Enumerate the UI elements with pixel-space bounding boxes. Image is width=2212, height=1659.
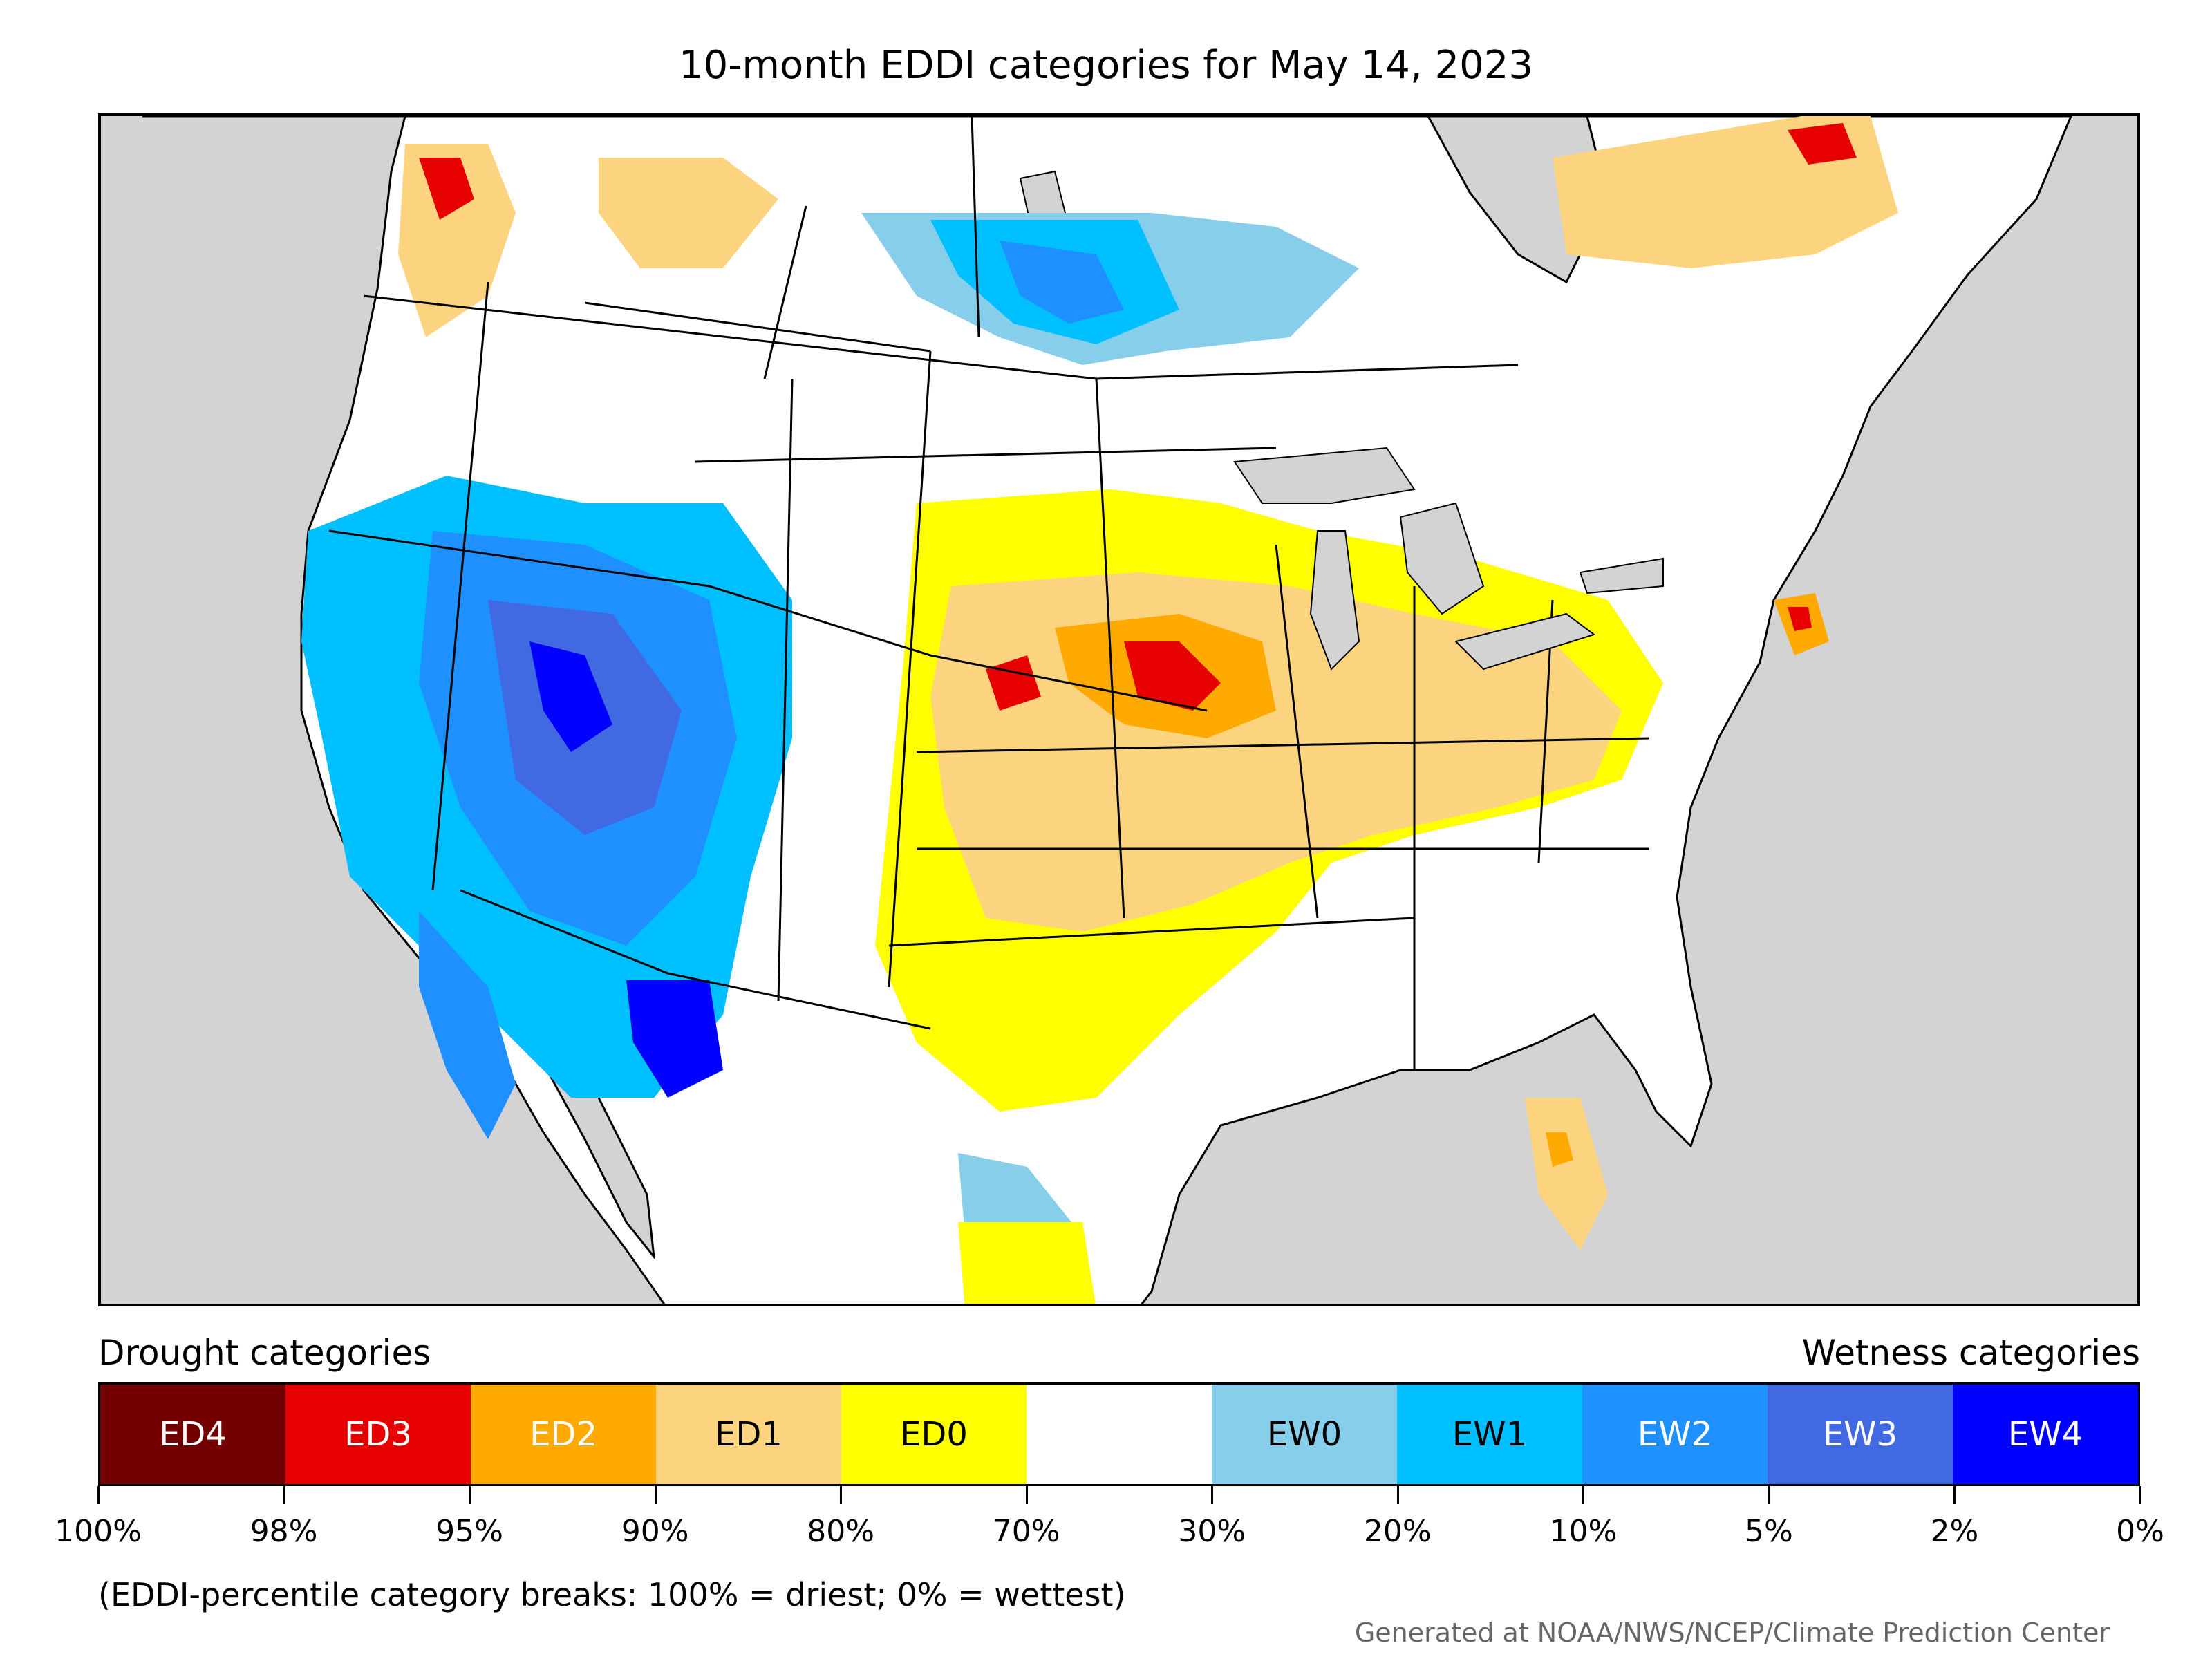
legend-tick [283, 1486, 285, 1504]
eddi-map [98, 113, 2140, 1306]
legend-tick [469, 1486, 471, 1504]
legend-tick [1025, 1486, 1028, 1504]
legend-category-ed2: ED2 [471, 1385, 656, 1484]
wetness-categories-heading: Wetness categories [1801, 1333, 2140, 1373]
legend-category-ew3: EW3 [1768, 1385, 1953, 1484]
legend-category-ew2: EW2 [1582, 1385, 1768, 1484]
legend-tick [1953, 1486, 1956, 1504]
legend-tick [1396, 1486, 1399, 1504]
legend-category-ed4: ED4 [100, 1385, 285, 1484]
legend-category-normal [1027, 1385, 1212, 1484]
legend-tick [1768, 1486, 1770, 1504]
drought-categories-heading: Drought categories [98, 1333, 431, 1373]
legend-category-ed1: ED1 [656, 1385, 841, 1484]
legend-ticks [97, 1486, 2141, 1507]
legend-break-label: 95% [435, 1514, 503, 1549]
legend-break-label: 90% [621, 1514, 689, 1549]
legend-tick [840, 1486, 843, 1504]
legend-break-label: 70% [992, 1514, 1060, 1549]
legend-tick [2139, 1486, 2141, 1504]
legend-break-label: 20% [1363, 1514, 1432, 1549]
legend-break-label: 10% [1549, 1514, 1618, 1549]
map-canvas [142, 116, 2072, 1304]
legend-tick [1211, 1486, 1214, 1504]
legend-break-label: 80% [807, 1514, 875, 1549]
legend-category-ew0: EW0 [1212, 1385, 1397, 1484]
legend-break-label: 30% [1178, 1514, 1246, 1549]
legend-colorbar: ED4 ED3 ED2 ED1 ED0 EW0 EW1 EW2 EW3 EW4 [98, 1382, 2140, 1486]
legend-category-ew1: EW1 [1397, 1385, 1582, 1484]
legend-category-ed0: ED0 [841, 1385, 1027, 1484]
legend-break-label: 100% [55, 1514, 142, 1549]
footnote: (EDDI-percentile category breaks: 100% =… [98, 1576, 1126, 1613]
legend-category-ew4: EW4 [1953, 1385, 2138, 1484]
legend-tick [97, 1486, 100, 1504]
great-lakes [1233, 447, 1664, 671]
legend-break-label: 2% [1930, 1514, 1979, 1549]
legend-tick [1582, 1486, 1585, 1504]
credit-line: Generated at NOAA/NWS/NCEP/Climate Predi… [1354, 1618, 2110, 1648]
map-title: 10-month EDDI categories for May 14, 202… [678, 43, 1534, 88]
legend-category-ed3: ED3 [285, 1385, 471, 1484]
legend-break-label: 98% [250, 1514, 318, 1549]
legend-break-label: 0% [2116, 1514, 2164, 1549]
legend-break-label: 5% [1745, 1514, 1793, 1549]
legend-tick [654, 1486, 657, 1504]
state-boundaries [328, 116, 1650, 1070]
